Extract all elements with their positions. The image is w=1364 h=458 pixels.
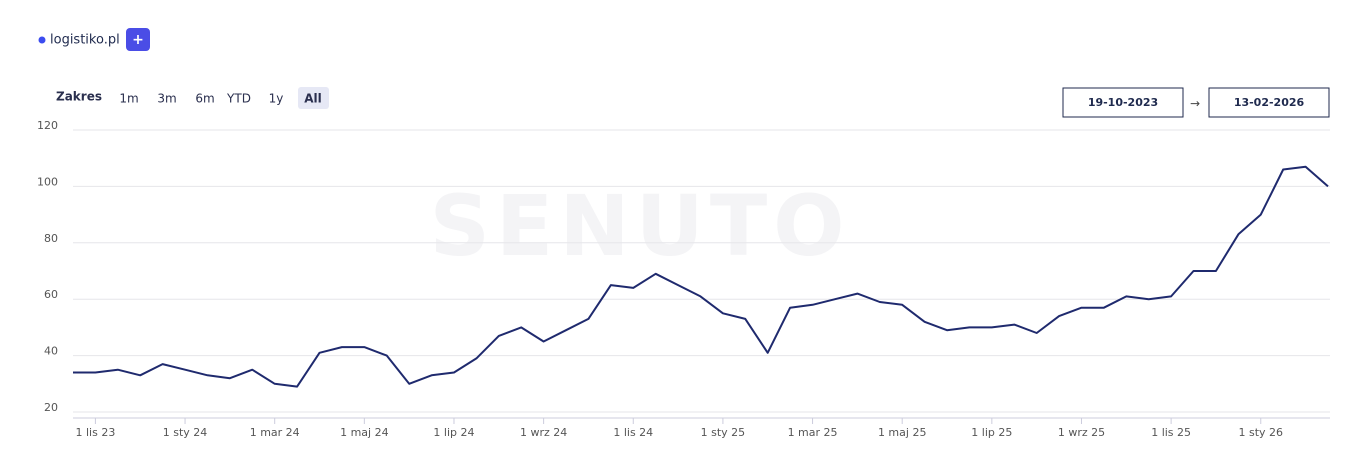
x-tick-label: 1 sty 24 [163, 426, 208, 439]
add-button-label[interactable]: + [132, 32, 144, 48]
y-tick-label: 60 [44, 288, 58, 301]
x-tick-label: 1 maj 25 [878, 426, 927, 439]
x-tick-label: 1 lip 24 [433, 426, 474, 439]
y-tick-label: 20 [44, 401, 58, 414]
y-tick-label: 80 [44, 232, 58, 245]
date-to-box[interactable] [1208, 87, 1330, 118]
y-tick-label: 100 [37, 175, 58, 188]
x-tick-label: 1 lis 24 [613, 426, 653, 439]
y-tick-label: 120 [37, 119, 58, 132]
date-from-box[interactable] [1062, 87, 1184, 118]
x-tick-label: 1 lis 23 [75, 426, 115, 439]
watermark: SENUTO [429, 177, 850, 275]
series-line [73, 165, 1329, 388]
range-button[interactable]: 1y [269, 92, 284, 106]
range-button[interactable]: YTD [226, 92, 251, 106]
y-tick-label: 40 [44, 345, 58, 358]
range-button-active[interactable] [298, 87, 329, 109]
x-tick-label: 1 lip 25 [971, 426, 1012, 439]
legend-label[interactable]: logistiko.pl [50, 33, 120, 48]
date-to[interactable]: 13-02-2026 [1234, 96, 1305, 109]
x-tick-label: 1 maj 24 [340, 426, 389, 439]
x-tick-label: 1 lis 25 [1151, 426, 1191, 439]
x-tick-label: 1 wrz 24 [520, 426, 567, 439]
range-button[interactable]: 6m [195, 92, 214, 106]
x-tick-label: 1 mar 24 [250, 426, 300, 439]
x-tick-label: 1 mar 25 [788, 426, 838, 439]
date-from[interactable]: 19-10-2023 [1088, 96, 1158, 109]
range-label: Zakres [56, 90, 102, 104]
x-tick-label: 1 wrz 25 [1058, 426, 1105, 439]
range-button[interactable]: All [304, 92, 322, 106]
legend-dot [38, 36, 46, 44]
range-button[interactable]: 1m [119, 92, 138, 106]
date-separator: → [1190, 97, 1200, 111]
add-button[interactable] [126, 28, 150, 51]
range-buttons: 1m 3m 6m YTD 1y All [119, 87, 329, 109]
x-tick-label: 1 sty 26 [1238, 426, 1283, 439]
range-button[interactable]: 3m [157, 92, 176, 106]
x-tick-label: 1 sty 25 [701, 426, 746, 439]
